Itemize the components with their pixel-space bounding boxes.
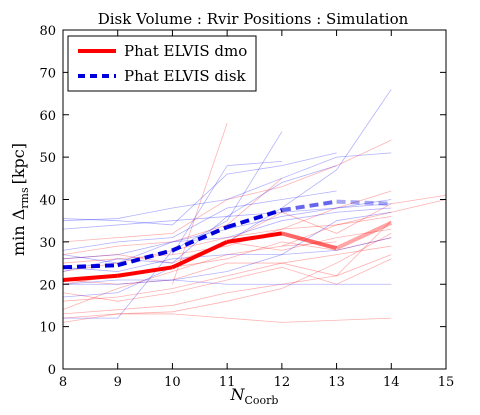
legend-label: Phat ELVIS dmo — [124, 42, 247, 60]
individual-line-red — [62, 258, 392, 302]
individual-line-blue — [172, 160, 282, 255]
individual-line-red — [62, 313, 392, 323]
individual-line-blue — [62, 237, 392, 272]
series-lines — [62, 199, 393, 283]
individual-line-blue — [62, 152, 392, 222]
individual-line-blue — [62, 203, 392, 230]
individual-line-red — [62, 190, 392, 264]
individual-line-red — [62, 139, 392, 243]
individual-line-red — [62, 178, 283, 255]
y-tick-label: 30 — [39, 236, 56, 251]
y-tick-label: 0 — [48, 363, 56, 378]
individual-line-blue — [62, 207, 392, 264]
series-segment-1 — [336, 199, 392, 206]
x-tick-label: 11 — [219, 375, 236, 390]
y-tick-label: 50 — [39, 151, 56, 166]
individual-lines — [62, 89, 447, 323]
series-segment-0 — [171, 240, 228, 270]
individual-line-red — [281, 199, 447, 247]
individual-line-red — [62, 245, 392, 302]
individual-line-red — [172, 123, 228, 285]
series-segment-0 — [281, 231, 338, 251]
legend-box — [67, 35, 257, 92]
x-tick-label: 9 — [114, 375, 122, 390]
individual-line-blue — [63, 279, 392, 285]
y-axis-label-main: min Δ — [9, 209, 28, 256]
individual-line-blue — [62, 190, 337, 251]
series-segment-1 — [281, 199, 337, 213]
y-tick-label: 10 — [39, 321, 56, 336]
individual-line-red — [62, 216, 392, 272]
x-tick-label: 15 — [438, 375, 455, 390]
x-axis-label: NCoorb — [230, 385, 279, 407]
y-tick-label: 70 — [39, 66, 56, 81]
individual-line-red — [62, 220, 392, 315]
individual-line-blue — [62, 152, 337, 226]
y-axis-label: min Δrms [kpc] — [9, 143, 31, 256]
y-axis-label-unit: [kpc] — [9, 143, 28, 184]
individual-line-red — [62, 233, 392, 323]
series-segment-0 — [226, 231, 283, 244]
x-axis-label-main: N — [230, 385, 246, 404]
x-tick-label: 10 — [164, 375, 181, 390]
legend: Phat ELVIS dmo Phat ELVIS disk — [67, 35, 257, 92]
axis-ticks: 8 9 10 11 12 13 14 15 0 10 20 30 40 50 60 70 80 — [39, 24, 454, 390]
individual-line-red — [226, 194, 447, 243]
chart-title: Disk Volume : Rvir Positions : Simulatio… — [98, 10, 409, 28]
individual-line-red — [62, 241, 337, 311]
y-tick-label: 40 — [39, 194, 56, 209]
individual-line-red — [62, 254, 392, 285]
series-segment-1 — [117, 248, 173, 268]
y-tick-label: 60 — [39, 109, 56, 124]
x-tick-label: 8 — [59, 375, 67, 390]
x-tick-label: 12 — [274, 375, 291, 390]
series-segment-1 — [171, 225, 228, 253]
y-axis-label-sub: rms — [18, 187, 31, 209]
series-segment-0 — [62, 273, 118, 283]
individual-line-blue — [62, 211, 392, 285]
x-tick-label: 14 — [383, 375, 400, 390]
y-tick-label: 80 — [39, 24, 56, 39]
series-segment-0 — [117, 265, 173, 278]
x-tick-label: 13 — [328, 375, 345, 390]
series-segment-0 — [335, 220, 393, 251]
x-axis-label-sub: Coorb — [245, 394, 279, 407]
series-segment-1 — [226, 208, 283, 229]
series-segment-1 — [62, 263, 118, 270]
y-tick-label: 20 — [39, 278, 56, 293]
legend-label: Phat ELVIS disk — [124, 67, 247, 85]
